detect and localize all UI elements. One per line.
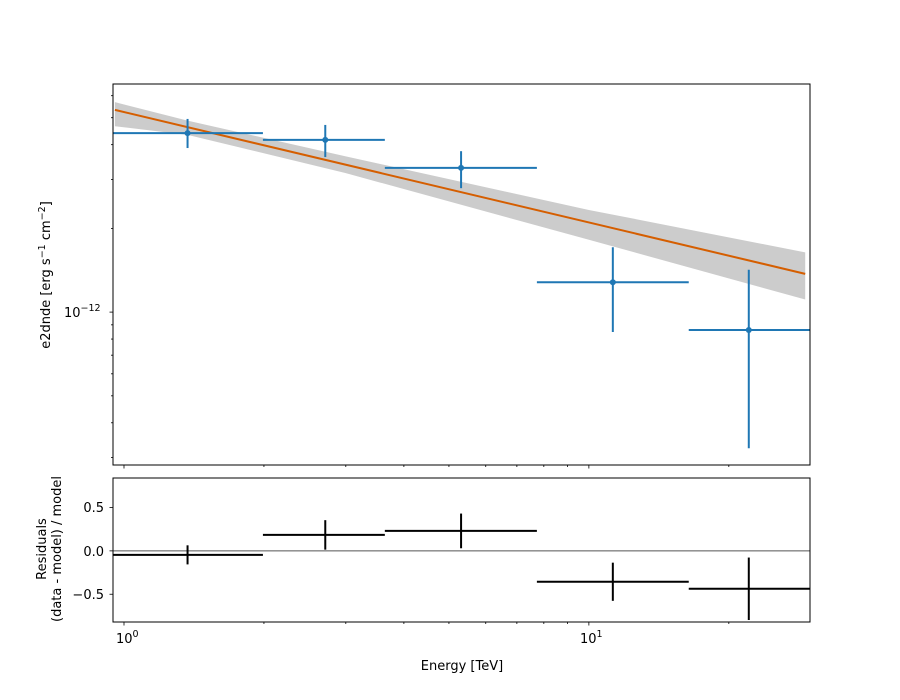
flux-point-4 (536, 247, 689, 333)
spectrum-plot (109, 83, 811, 469)
x-tick-label-10: 101 (580, 629, 603, 647)
residual-point-4 (536, 562, 689, 601)
residuals-plot (109, 477, 811, 626)
model-error-band (114, 102, 806, 300)
spectrum-data-area (113, 102, 810, 449)
residual-point-1 (113, 545, 263, 565)
residual-point-2 (262, 520, 385, 550)
spectrum-axes-frame (112, 83, 811, 466)
flux-point-1 (113, 118, 263, 149)
flux-point-marker (458, 164, 465, 171)
flux-point-5 (688, 269, 810, 449)
res-y-axis-label-line2: (data - model) / model (50, 476, 65, 622)
flux-point-2 (262, 124, 385, 158)
residual-point-3 (384, 513, 537, 549)
flux-point-marker (322, 136, 329, 143)
flux-point-marker (184, 130, 191, 137)
x-tick-label-1: 100 (116, 629, 139, 647)
model-line (114, 108, 806, 275)
res-y-tick-label-neg0.5: −0.5 (72, 588, 104, 603)
y-axis-label: e2dnde [erg s−1 cm−2] (37, 201, 54, 349)
residuals-axes-frame (112, 477, 811, 623)
flux-point-marker (745, 327, 752, 334)
res-y-tick-label-0.0: 0.0 (83, 545, 104, 560)
res-y-axis-label-line1: Residuals (35, 518, 50, 580)
flux-point-marker (609, 279, 616, 286)
x-axis-label: Energy [TeV] (421, 659, 503, 674)
res-y-tick-label-0.5: 0.5 (83, 501, 104, 516)
residuals-data-area (113, 513, 810, 621)
y-tick-label-1e-12: 10−12 (64, 303, 101, 321)
flux-point-3 (384, 151, 537, 189)
residual-point-5 (688, 557, 810, 621)
